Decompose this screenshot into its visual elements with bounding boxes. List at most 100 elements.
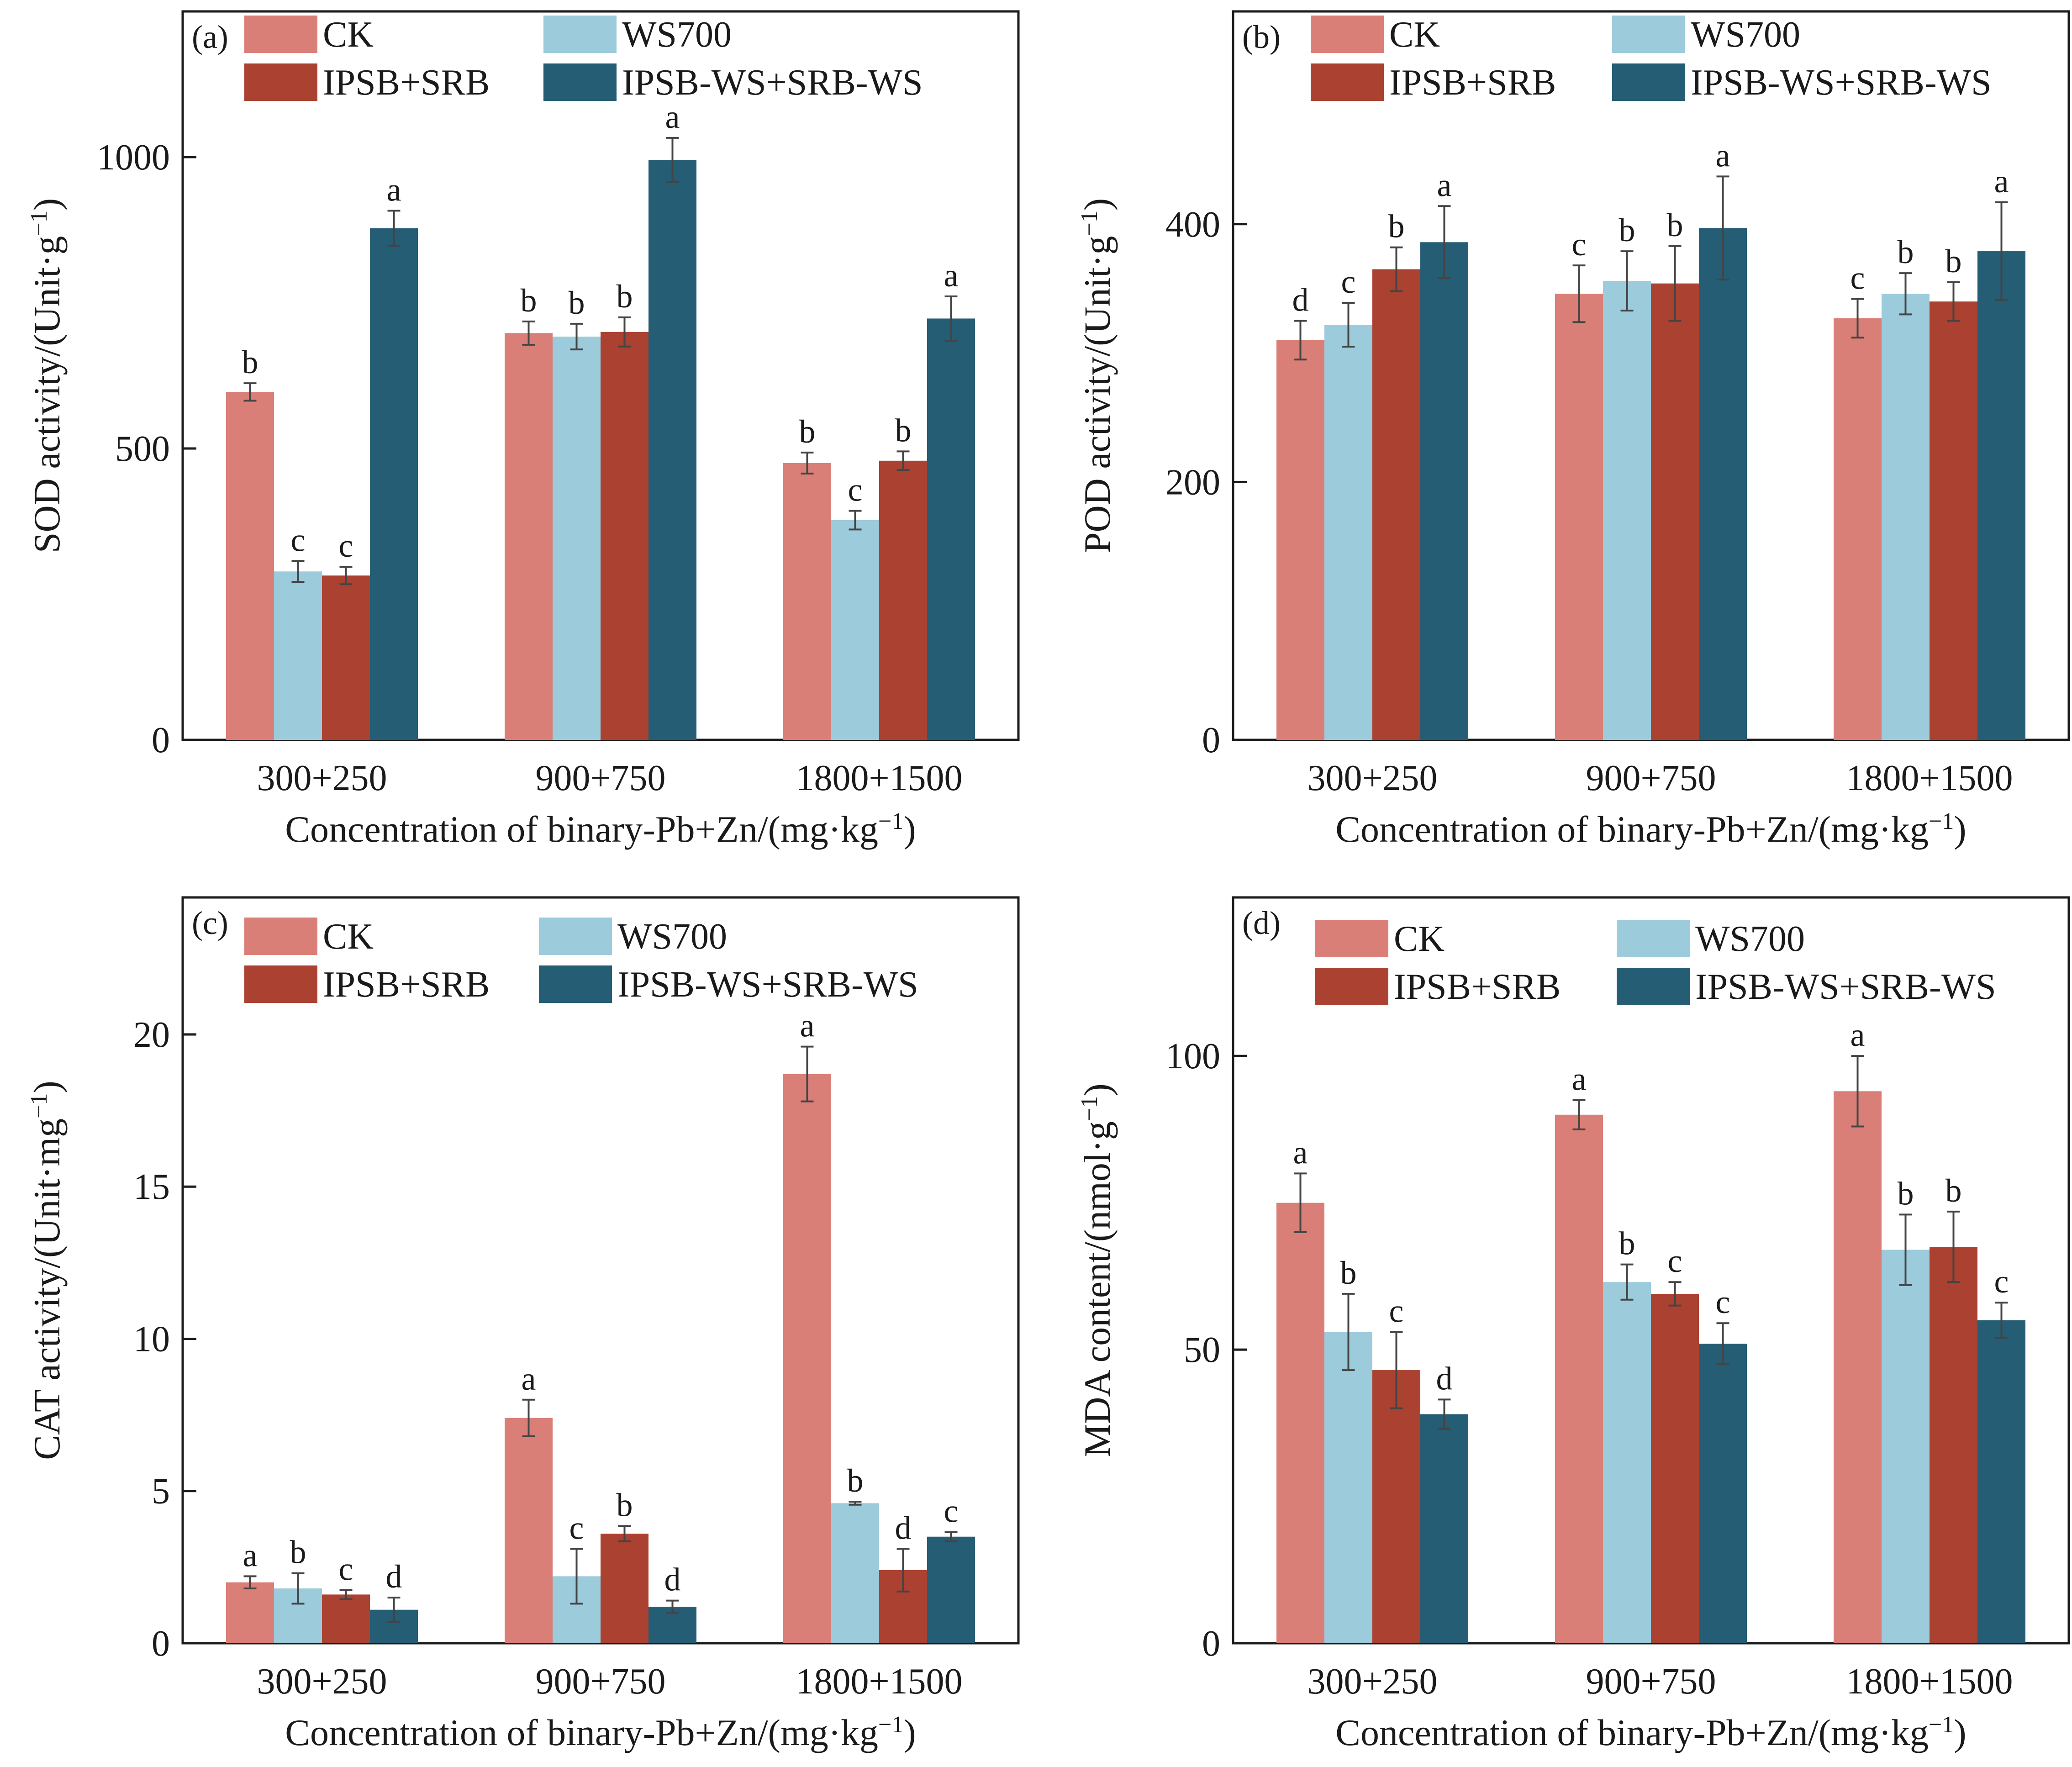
legend-label-ck: CK <box>1389 15 1440 55</box>
legend-swatch-ipsb-ws-srb-ws <box>1612 63 1685 101</box>
x-axis-title-main: Concentration of binary-Pb+Zn/(mg·kg <box>285 1712 878 1753</box>
bar-ipsb-ws-srb-ws <box>648 160 696 740</box>
legend-label-ipsb-srb: IPSB+SRB <box>323 965 490 1005</box>
significance-letter: c <box>569 1509 584 1546</box>
y-tick-label: 5 <box>152 1472 170 1512</box>
y-axis-title-main: CAT activity/(Unit·mg <box>26 1118 68 1460</box>
legend-label-ipsb-ws-srb-ws: IPSB-WS+SRB-WS <box>1695 967 1996 1007</box>
x-tick-label: 1800+1500 <box>796 758 962 798</box>
bar-ck <box>505 1418 553 1643</box>
significance-letter: a <box>1293 1134 1308 1171</box>
y-axis-title-sup: −1 <box>1076 211 1102 236</box>
panel-tag: (b) <box>1242 19 1281 55</box>
x-tick-label: 1800+1500 <box>1846 758 2013 798</box>
legend-swatch-ck <box>1311 16 1384 53</box>
significance-letter: b <box>1619 212 1635 248</box>
x-tick-label: 900+750 <box>535 758 665 798</box>
significance-letter: c <box>339 527 353 564</box>
significance-letter: b <box>1898 234 1914 270</box>
bar-ws700 <box>1603 281 1651 740</box>
legend-swatch-ipsb-srb <box>1311 63 1384 101</box>
bar-ipsb-ws-srb-ws <box>1977 251 2025 740</box>
bar-ck <box>1555 294 1603 740</box>
significance-letter: d <box>1292 282 1309 318</box>
legend-label-ck: CK <box>323 15 374 55</box>
x-axis-title-main: Concentration of binary-Pb+Zn/(mg·kg <box>1335 1712 1929 1753</box>
significance-letter: c <box>291 522 306 558</box>
significance-letter: a <box>1437 167 1452 203</box>
bar-ck <box>783 1074 831 1643</box>
bar-ck <box>505 333 553 740</box>
y-axis-title-main: POD activity/(Unit·g <box>1076 236 1118 554</box>
y-axis-title: CAT activity/(Unit·mg−1) <box>26 1081 68 1460</box>
y-tick-label: 20 <box>133 1015 170 1055</box>
significance-letter: c <box>1994 1263 2009 1300</box>
significance-letter: d <box>664 1561 681 1598</box>
significance-letter: c <box>1389 1293 1404 1329</box>
panel-tag: (c) <box>192 905 228 941</box>
bar-ipsb-srb <box>1651 1293 1699 1643</box>
significance-letter: b <box>290 1534 306 1571</box>
panel-tag: (a) <box>192 19 228 55</box>
bar-ws700 <box>1324 1332 1372 1643</box>
legend-label-ipsb-srb: IPSB+SRB <box>1394 967 1561 1007</box>
legend-swatch-ck <box>1315 920 1388 957</box>
significance-letter: c <box>1716 1284 1730 1320</box>
x-tick-label: 900+750 <box>535 1662 665 1702</box>
x-tick-label: 1800+1500 <box>1846 1662 2013 1702</box>
significance-letter: b <box>895 412 912 448</box>
bar-ipsb-ws-srb-ws <box>1420 242 1468 740</box>
y-axis-title-end: ) <box>1076 1083 1118 1096</box>
bar-ipsb-ws-srb-ws <box>1420 1414 1468 1643</box>
legend-label-ws700: WS700 <box>622 15 732 55</box>
x-axis-title: Concentration of binary-Pb+Zn/(mg·kg−1) <box>1335 808 1966 850</box>
legend-label-ws700: WS700 <box>617 917 727 957</box>
significance-letter: b <box>799 413 816 450</box>
significance-letter: a <box>1572 1061 1587 1097</box>
legend-label-ipsb-ws-srb-ws: IPSB-WS+SRB-WS <box>622 63 923 103</box>
x-axis-title-sup: −1 <box>878 808 903 834</box>
legend-swatch-ipsb-ws-srb-ws <box>539 965 612 1003</box>
bar-ipsb-ws-srb-ws <box>927 1536 975 1643</box>
y-axis-title-end: ) <box>1076 198 1118 211</box>
y-tick-label: 500 <box>115 429 170 469</box>
legend-swatch-ws700 <box>543 16 617 53</box>
y-axis-title-main: SOD activity/(Unit·g <box>26 236 68 554</box>
bar-ck <box>1834 1091 1882 1643</box>
legend-swatch-ipsb-srb <box>244 63 317 101</box>
bar-ws700 <box>1882 1250 1930 1643</box>
x-axis-title-main: Concentration of binary-Pb+Zn/(mg·kg <box>285 808 878 850</box>
bar-ipsb-srb <box>1930 1247 1977 1643</box>
x-axis-title: Concentration of binary-Pb+Zn/(mg·kg−1) <box>1335 1712 1966 1754</box>
significance-letter: b <box>1898 1175 1914 1212</box>
significance-letter: b <box>1619 1225 1635 1262</box>
significance-letter: a <box>1994 163 2009 200</box>
legend-swatch-ipsb-ws-srb-ws <box>543 63 617 101</box>
plot-frame <box>181 896 1020 1645</box>
significance-letter: d <box>895 1509 912 1546</box>
significance-letter: a <box>665 99 680 135</box>
significance-letter: c <box>1668 1243 1682 1279</box>
significance-letter: c <box>1851 260 1865 296</box>
bar-ipsb-ws-srb-ws <box>1977 1320 2025 1643</box>
y-tick-label: 10 <box>133 1319 170 1359</box>
bar-ws700 <box>553 337 601 740</box>
significance-letter: b <box>1667 207 1683 243</box>
bar-ipsb-ws-srb-ws <box>1699 228 1747 740</box>
legend-swatch-ck <box>244 16 317 53</box>
y-axis-title: MDA content/(nmol·g−1) <box>1076 1083 1118 1457</box>
bar-ws700 <box>1882 294 1930 740</box>
significance-letter: c <box>1341 264 1356 300</box>
significance-letter: d <box>1436 1360 1453 1397</box>
significance-letter: a <box>1716 137 1730 174</box>
bar-ipsb-srb <box>1651 283 1699 740</box>
significance-letter: c <box>1572 226 1587 263</box>
y-tick-label: 0 <box>1202 720 1220 760</box>
bar-ck <box>1555 1114 1603 1643</box>
x-tick-label: 300+250 <box>257 1662 387 1702</box>
significance-letter: d <box>386 1558 402 1595</box>
